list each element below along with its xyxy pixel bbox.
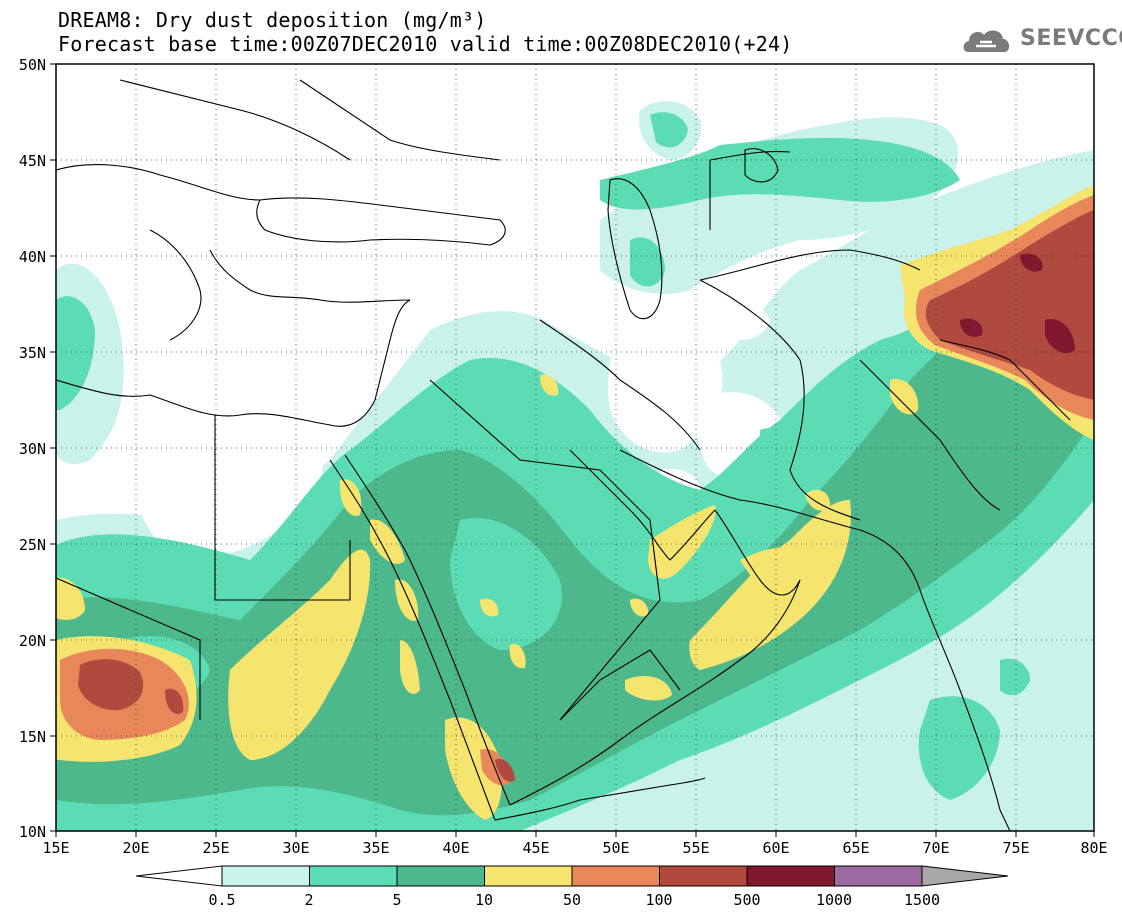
lon-label: 45E [522,839,549,857]
lon-label: 55E [682,839,709,857]
lon-label: 40E [442,839,469,857]
lat-label: 30N [19,440,46,458]
colorbar-tick-label: 50 [563,891,581,909]
lon-label: 50E [602,839,629,857]
colorbar-cell [221,865,310,887]
colorbar-tick-label: 5 [392,891,401,909]
colorbar-cell [834,865,923,887]
colorbar-tick-label: 100 [645,891,672,909]
axis-ticks [50,63,1095,837]
colorbar-over-arrow [921,865,1009,887]
map-title: DREAM8: Dry dust deposition (mg/m³) [58,8,487,32]
colorbar-cell [746,865,835,887]
lat-label: 40N [19,248,46,266]
dust-field [56,64,1094,831]
lon-label: 70E [922,839,949,857]
colorbar-tick-label: 10 [475,891,493,909]
lat-label: 10N [19,823,46,841]
colorbar-cell [571,865,660,887]
colorbar-cell [659,865,748,887]
colorbar-tick-label: 2 [304,891,313,909]
contour-100 [78,210,1094,782]
colorbar-cells [221,865,923,887]
colorbar-labels: 0.5 2 5 10 50 100 500 1000 1500 [208,891,940,909]
cloud-logo-icon [963,30,1010,52]
lat-label: 15N [19,728,46,746]
lon-label: 65E [842,839,869,857]
graticule [56,64,1094,831]
logo-text: SEEVCCC [1020,26,1122,51]
lon-label: 25E [202,839,229,857]
colorbar-tick-label: 0.5 [208,891,235,909]
lon-label: 35E [362,839,389,857]
latitude-labels: 50N 45N 40N 35N 30N 25N 20N 15N 10N [19,56,46,841]
lon-label: 30E [282,839,309,857]
lat-label: 50N [19,56,46,74]
colorbar-cell [309,865,398,887]
colorbar-under-arrow [135,865,223,887]
lat-label: 20N [19,632,46,650]
contour-500 [960,253,1075,354]
lat-label: 25N [19,536,46,554]
coastlines [56,79,1071,831]
colorbar-cell [484,865,573,887]
longitude-labels: 15E 20E 25E 30E 35E 40E 45E 50E 55E 60E … [42,839,1107,857]
lon-label: 20E [122,839,149,857]
colorbar-tick-label: 500 [733,891,760,909]
lon-label: 80E [1080,839,1107,857]
lat-label: 35N [19,344,46,362]
colorbar-tick-label: 1000 [816,891,852,909]
colorbar-cell [396,865,485,887]
lon-label: 15E [42,839,69,857]
map-subtitle: Forecast base time:00Z07DEC2010 valid ti… [58,32,793,56]
lon-label: 75E [1002,839,1029,857]
lat-label: 45N [19,152,46,170]
lon-label: 60E [762,839,789,857]
colorbar: 0.5 2 5 10 50 100 500 1000 1500 [135,865,1009,909]
colorbar-tick-label: 1500 [904,891,940,909]
